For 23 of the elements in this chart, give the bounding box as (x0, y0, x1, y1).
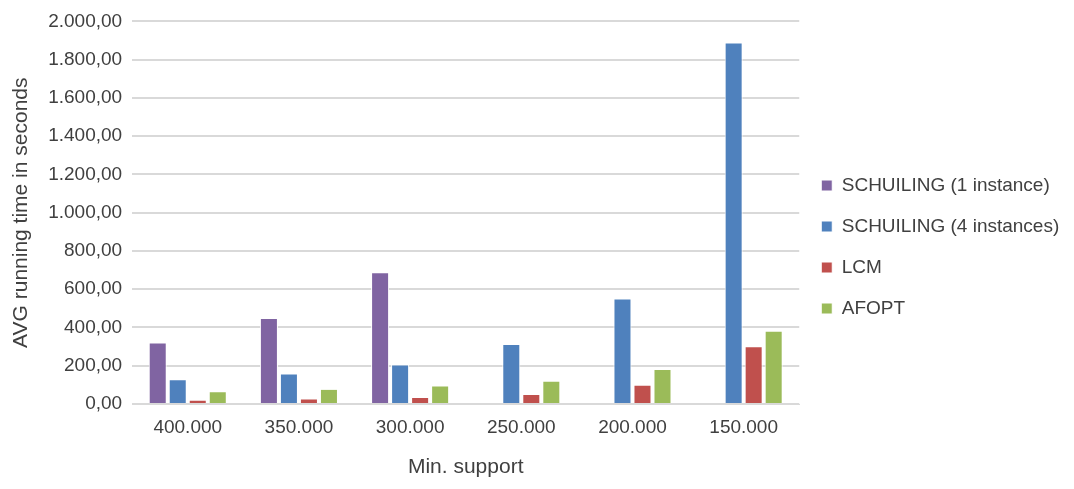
y-tick-label: 600,00 (64, 277, 123, 299)
y-tick-label: 200,00 (64, 353, 123, 375)
x-tick-label: 150.000 (709, 415, 778, 437)
y-tick-label: 400,00 (64, 315, 123, 337)
y-tick-label: 1.600,00 (48, 86, 123, 108)
y-tick-label: 2.000,00 (48, 9, 123, 31)
x-tick-label: 400.000 (153, 415, 223, 437)
x-tick-label: 350.000 (264, 415, 334, 437)
x-axis-title: Min. support (407, 454, 524, 478)
x-tick-label: 300.000 (375, 415, 445, 437)
y-tick-label: 800,00 (64, 239, 123, 261)
x-tick-label: 200.000 (598, 415, 667, 437)
legend-label: SCHUILING (4 instances) (841, 214, 1060, 236)
y-tick-label: 1.000,00 (48, 200, 123, 222)
y-tick-label: 1.800,00 (48, 47, 123, 69)
y-axis-title: AVG running time in seconds (8, 77, 32, 348)
legend-label: SCHUILING (1 instance) (841, 173, 1050, 195)
y-tick-label: 0,00 (85, 392, 123, 414)
y-tick-label: 1.400,00 (48, 124, 123, 146)
y-tick-label: 1.200,00 (48, 162, 123, 184)
legend-label: AFOPT (841, 296, 906, 318)
x-tick-label: 250.000 (486, 415, 556, 437)
legend-label: LCM (841, 255, 882, 277)
